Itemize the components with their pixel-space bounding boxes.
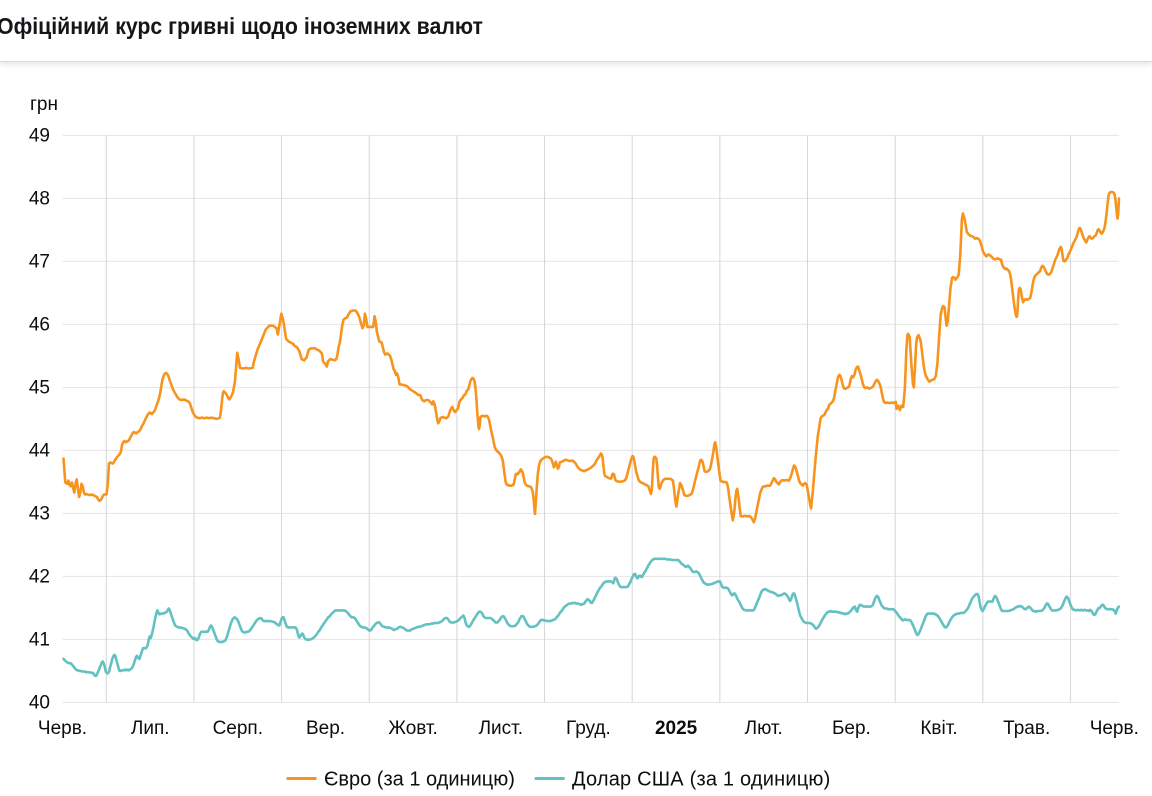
svg-text:Бер.: Бер. <box>832 718 871 739</box>
svg-text:Долар США (за 1 одиницю): Долар США (за 1 одиницю) <box>572 769 830 791</box>
svg-text:Квіт.: Квіт. <box>920 718 957 739</box>
svg-text:Трав.: Трав. <box>1003 718 1050 739</box>
svg-text:Лист.: Лист. <box>479 718 523 739</box>
svg-text:Лип.: Лип. <box>131 718 170 739</box>
svg-text:44: 44 <box>29 441 51 462</box>
svg-text:41: 41 <box>29 630 50 651</box>
svg-text:Серп.: Серп. <box>213 718 263 739</box>
svg-text:Лют.: Лют. <box>745 718 783 739</box>
svg-text:46: 46 <box>29 315 50 336</box>
svg-text:40: 40 <box>29 693 50 714</box>
svg-text:2025: 2025 <box>655 718 698 739</box>
svg-text:Черв.: Черв. <box>1090 718 1139 739</box>
svg-text:Черв.: Черв. <box>38 718 87 739</box>
svg-text:49: 49 <box>29 126 50 147</box>
svg-text:Вер.: Вер. <box>306 718 345 739</box>
svg-text:47: 47 <box>29 252 50 273</box>
svg-text:45: 45 <box>29 378 50 399</box>
svg-text:Жовт.: Жовт. <box>388 718 437 739</box>
svg-text:43: 43 <box>29 504 50 525</box>
svg-text:Груд.: Груд. <box>566 718 611 739</box>
svg-text:42: 42 <box>29 567 50 588</box>
svg-text:Євро (за 1 одиницю): Євро (за 1 одиницю) <box>324 769 515 791</box>
svg-text:48: 48 <box>29 189 50 210</box>
svg-text:грн: грн <box>30 94 58 115</box>
